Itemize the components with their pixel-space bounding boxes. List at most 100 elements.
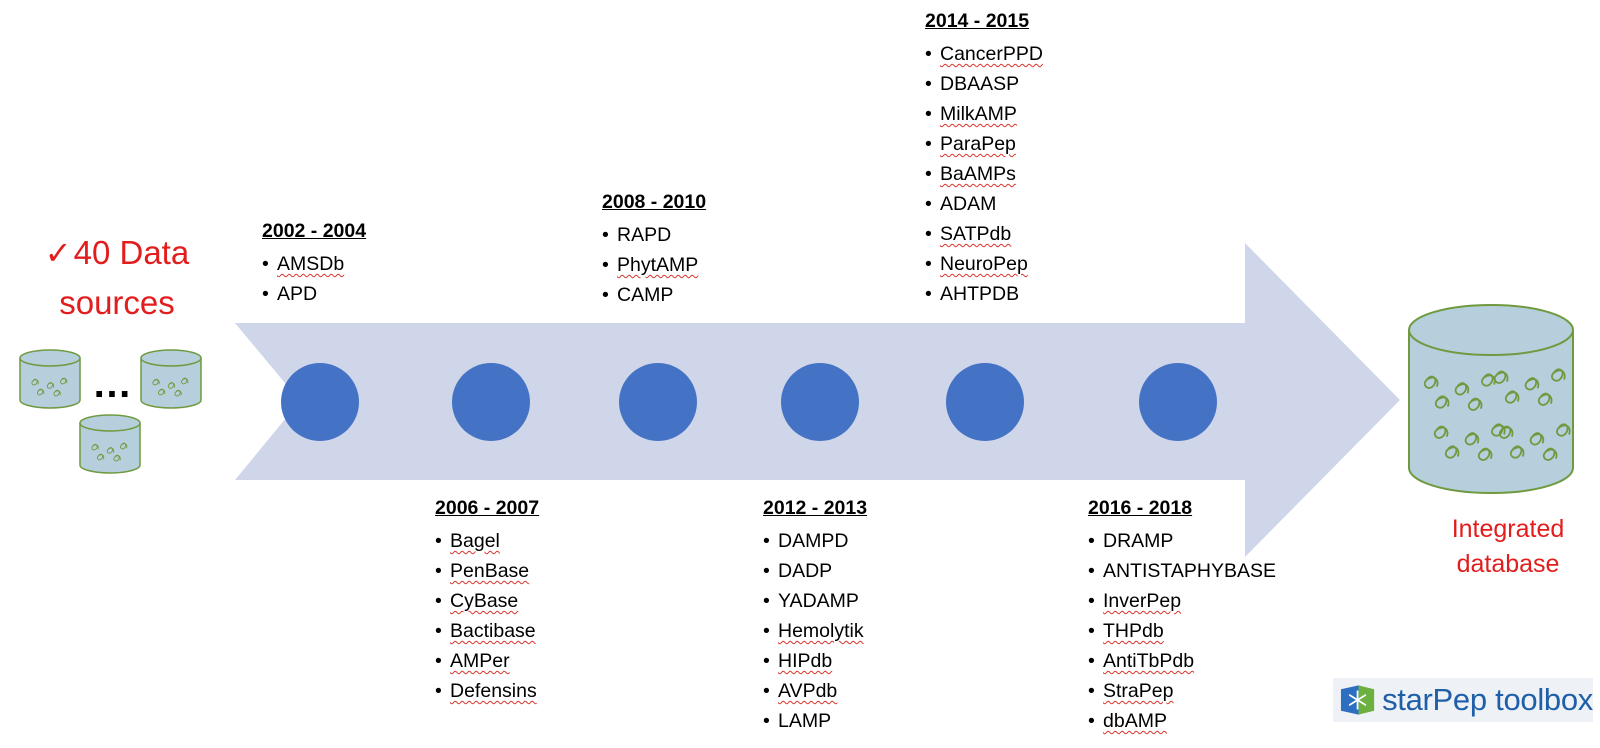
database-name: PenBase [450, 560, 530, 582]
database-item: BaAMPs [925, 159, 1043, 189]
database-name: HIPdb [778, 650, 833, 672]
database-item: DRAMP [1088, 526, 1276, 556]
database-item: MilkAMP [925, 99, 1043, 129]
integrated-line-2: database [1456, 550, 1560, 578]
snowflake-logo-icon [1340, 685, 1375, 715]
database-item: ADAM [925, 189, 1043, 219]
database-name: RAPD [617, 224, 672, 246]
database-list: CancerPPD DBAASP MilkAMP ParaPep BaAMPs ADAM S… [925, 39, 1043, 309]
database-name: CancerPPD [940, 43, 1043, 65]
database-item: StraPep [1088, 676, 1276, 706]
database-name: CyBase [450, 590, 519, 612]
database-item: AVPdb [763, 676, 867, 706]
period-group-2008: 2008 - 2010 RAPD PhytAMP CAMP [602, 190, 706, 310]
database-item: Hemolytik [763, 616, 867, 646]
data-sources-label: ✓40 Data sources [22, 228, 212, 327]
database-name: PhytAMP [617, 254, 699, 276]
database-name: ANTISTAPHYBASE [1103, 560, 1277, 582]
period-group-2006: 2006 - 2007 Bagel PenBase CyBase Bactibase A… [435, 496, 539, 706]
period-title: 2006 - 2007 [435, 497, 540, 519]
database-name: DBAASP [940, 73, 1020, 95]
database-item: InverPep [1088, 586, 1276, 616]
database-item: DAMPD [763, 526, 867, 556]
timeline-node-2006 [452, 363, 530, 441]
database-name: DADP [778, 560, 833, 582]
checkmark-icon: ✓ [44, 235, 72, 271]
database-item: AMSDb [262, 249, 366, 279]
starpep-logo: starPep toolbox [1333, 678, 1593, 722]
database-name: YADAMP [778, 590, 859, 612]
database-item: PenBase [435, 556, 539, 586]
database-name: Bactibase [450, 620, 536, 642]
database-item: LAMP [763, 706, 867, 736]
database-name: StraPep [1103, 680, 1174, 702]
database-name: MilkAMP [940, 103, 1017, 125]
data-sources-word: sources [59, 284, 175, 321]
database-item: DADP [763, 556, 867, 586]
ellipsis: … [92, 362, 132, 406]
database-item: CyBase [435, 586, 539, 616]
timeline-node-2014 [946, 363, 1024, 441]
source-database-icon [19, 349, 81, 409]
database-name: Bagel [450, 530, 500, 552]
database-item: PhytAMP [602, 250, 706, 280]
integrated-database-icon [1408, 304, 1574, 494]
timeline-node-2012 [781, 363, 859, 441]
database-item: Defensins [435, 676, 539, 706]
source-database-icon [140, 349, 202, 409]
database-item: ANTISTAPHYBASE [1088, 556, 1276, 586]
database-item: APD [262, 279, 366, 309]
period-title: 2008 - 2010 [602, 191, 707, 213]
period-group-2016: 2016 - 2018 DRAMP ANTISTAPHYBASE InverPep T… [1088, 496, 1276, 736]
database-item: dbAMP [1088, 706, 1276, 736]
database-name: LAMP [778, 710, 832, 732]
period-title: 2012 - 2013 [763, 497, 868, 519]
database-name: AVPdb [778, 680, 838, 702]
database-name: Hemolytik [778, 620, 864, 642]
database-item: NeuroPep [925, 249, 1043, 279]
database-item: RAPD [602, 220, 706, 250]
database-name: APD [277, 283, 318, 305]
database-list: RAPD PhytAMP CAMP [602, 220, 706, 310]
database-name: BaAMPs [940, 163, 1016, 185]
database-item: ParaPep [925, 129, 1043, 159]
database-name: AMSDb [277, 253, 345, 275]
period-title: 2002 - 2004 [262, 220, 367, 242]
period-title: 2016 - 2018 [1088, 497, 1193, 519]
integrated-line-1: Integrated [1451, 515, 1565, 543]
timeline-node-2008 [619, 363, 697, 441]
timeline-node-2002 [281, 363, 359, 441]
database-list: DAMPD DADP YADAMP Hemolytik HIPdb AVPdb LAMP [763, 526, 867, 736]
database-name: dbAMP [1103, 710, 1167, 732]
database-name: AMPer [450, 650, 510, 672]
period-group-2012: 2012 - 2013 DAMPD DADP YADAMP Hemolytik HIPd… [763, 496, 867, 736]
database-item: CAMP [602, 280, 706, 310]
period-group-2002: 2002 - 2004 AMSDb APD [262, 219, 366, 309]
database-item: YADAMP [763, 586, 867, 616]
database-name: AntiTbPdb [1103, 650, 1195, 672]
database-item: Bactibase [435, 616, 539, 646]
source-database-icon [79, 414, 141, 474]
database-name: NeuroPep [940, 253, 1028, 275]
database-name: InverPep [1103, 590, 1182, 612]
database-item: DBAASP [925, 69, 1043, 99]
database-item: SATPdb [925, 219, 1043, 249]
database-item: THPdb [1088, 616, 1276, 646]
database-item: AMPer [435, 646, 539, 676]
logo-text: starPep toolbox [1382, 682, 1593, 717]
database-item: AntiTbPdb [1088, 646, 1276, 676]
database-name: THPdb [1103, 620, 1164, 642]
database-name: AHTPDB [940, 283, 1020, 305]
database-item: AHTPDB [925, 279, 1043, 309]
database-list: Bagel PenBase CyBase Bactibase AMPer Defensin… [435, 526, 539, 706]
database-name: Defensins [450, 680, 537, 702]
database-name: ParaPep [940, 133, 1016, 155]
database-item: CancerPPD [925, 39, 1043, 69]
database-name: DRAMP [1103, 530, 1174, 552]
timeline-node-2016 [1139, 363, 1217, 441]
integrated-database-label: Integrated database [1408, 512, 1600, 582]
database-list: AMSDb APD [262, 249, 366, 309]
period-group-2014: 2014 - 2015 CancerPPD DBAASP MilkAMP ParaPe… [925, 9, 1043, 309]
database-name: ADAM [940, 193, 997, 215]
